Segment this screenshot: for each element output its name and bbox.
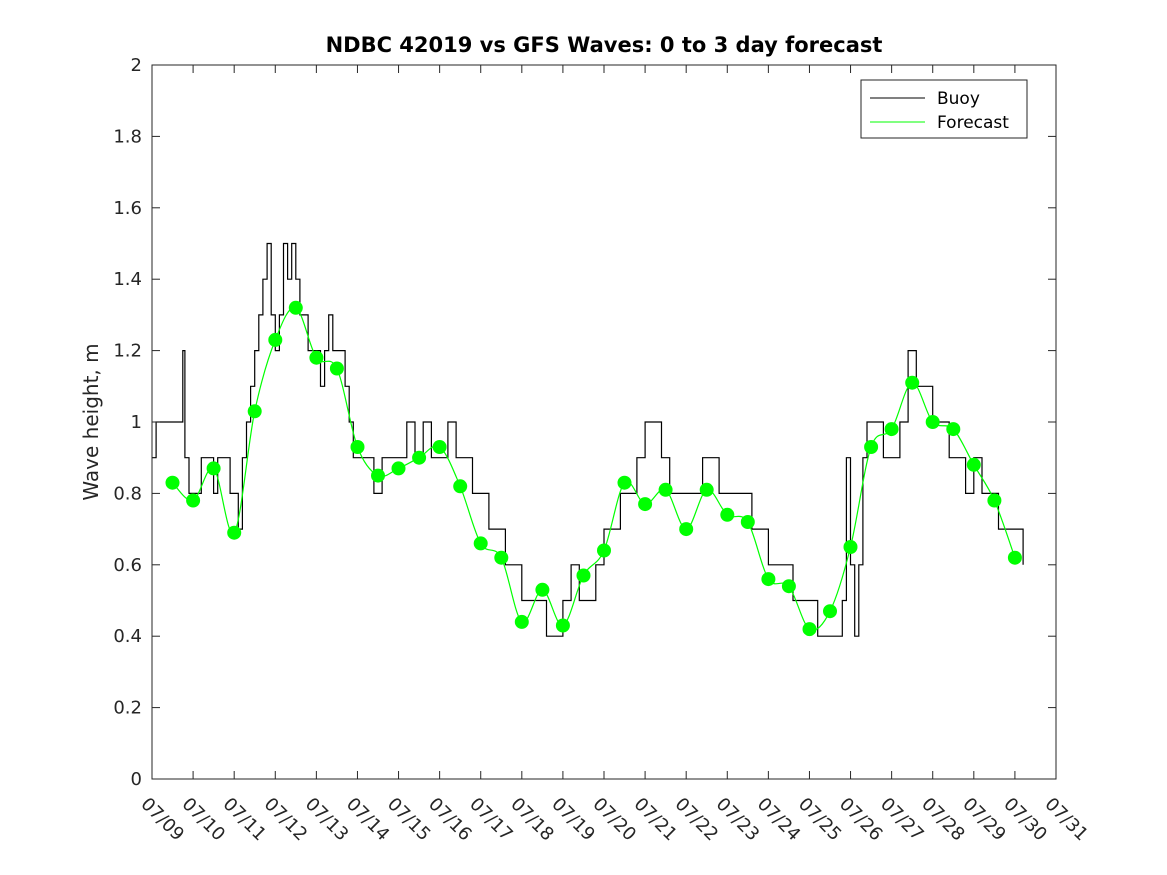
forecast-point [432,440,447,454]
forecast-point [617,475,632,490]
y-tick-label: 1.8 [113,126,142,147]
forecast-point [555,618,570,633]
legend: Buoy Forecast [860,79,1028,139]
forecast-point [802,622,817,637]
y-tick-label: 2 [131,55,142,76]
forecast-point [966,457,981,472]
forecast-point [535,582,550,597]
y-axis-label: Wave height, m [79,343,103,500]
forecast-point [884,422,899,437]
forecast-point [391,461,406,476]
forecast-point [350,440,365,454]
forecast-point [946,422,961,437]
forecast-point [514,614,529,629]
forecast-point [412,450,427,465]
forecast-point [740,515,755,529]
y-tick-label: 1.4 [113,269,142,290]
legend-box [860,79,1028,139]
forecast-point [761,572,776,587]
y-tick-label: 0 [131,769,142,790]
y-tick-label: 1.2 [113,341,142,362]
forecast-point [720,507,735,522]
forecast-point [597,543,611,558]
forecast-point [679,522,694,537]
forecast-point [227,525,242,540]
forecast-point [823,604,837,619]
y-tick-label: 0.2 [113,698,142,719]
forecast-point [494,550,509,565]
y-tick-label: 0.4 [113,626,142,647]
forecast-point [843,540,858,554]
forecast-point [165,475,180,490]
chart-title: NDBC 42019 vs GFS Waves: 0 to 3 day fore… [326,33,883,57]
forecast-point [473,536,488,551]
buoy-series-line [152,242,1024,637]
plot-area [152,242,1024,637]
forecast-point [781,579,796,594]
y-tick-label: 0.6 [113,555,142,576]
forecast-point [186,493,201,508]
legend-forecast-label: Forecast [937,113,1009,133]
forecast-point [453,479,468,494]
forecast-point [987,493,1002,508]
forecast-point [268,332,283,347]
forecast-point [247,404,262,419]
legend-buoy-label: Buoy [937,89,980,109]
forecast-point [288,300,303,315]
forecast-point [329,361,344,376]
forecast-point [206,461,221,476]
y-tick-label: 1.6 [113,198,142,219]
forecast-point [658,482,673,497]
forecast-point [864,440,879,454]
forecast-point [905,375,920,390]
y-tick-label: 0.8 [113,483,142,504]
y-axis: 0 0.2 0.4 0.6 0.8 1 1.2 1.4 1.6 1.8 2 [113,55,1056,790]
forecast-point [371,468,385,483]
forecast-point [638,497,653,512]
y-tick-label: 1 [131,412,142,433]
forecast-point [576,568,591,583]
forecast-point [309,350,324,365]
forecast-point [699,482,714,497]
forecast-point [925,415,940,429]
forecast-point [1007,550,1022,565]
